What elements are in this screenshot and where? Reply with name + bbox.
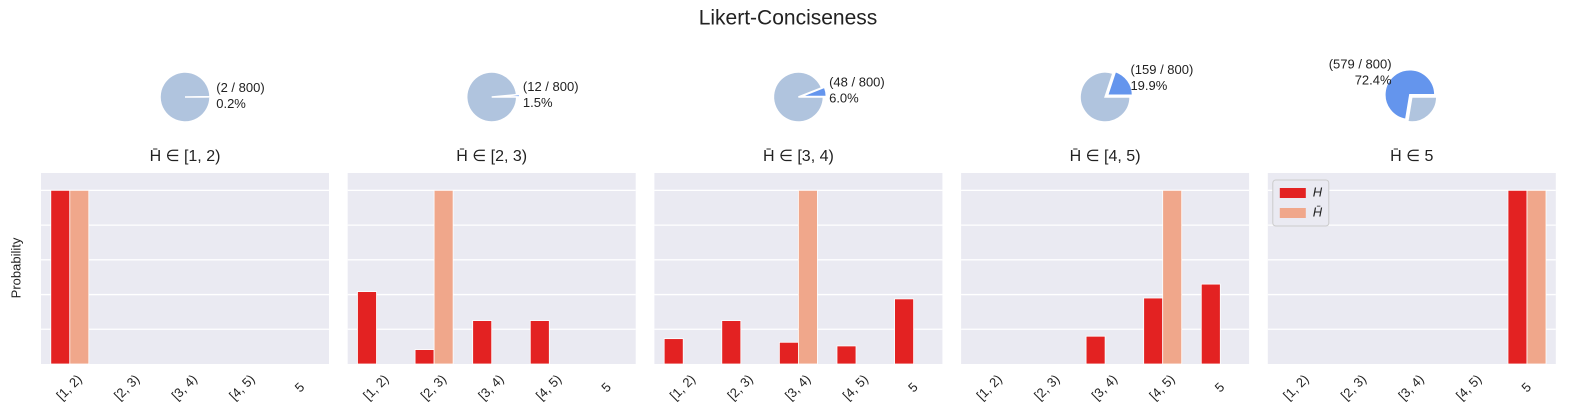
bar — [798, 189, 818, 365]
bar — [50, 189, 71, 365]
pie-slice — [159, 71, 211, 123]
pie-percent-label: 0.2% — [216, 96, 246, 111]
x-tick-label: 5 — [598, 379, 614, 395]
x-tick-label: 5 — [292, 379, 308, 395]
bar — [472, 320, 493, 365]
y-axis-label: Probability — [8, 237, 23, 298]
pie-count-label: (159 / 800) — [1130, 62, 1193, 77]
x-tick-label: [1, 2) — [667, 371, 699, 403]
pie-slice — [772, 71, 825, 123]
x-tick-label: [4, 5) — [1453, 371, 1485, 403]
x-tick-label: 5 — [905, 379, 921, 395]
x-tick-label: [1, 2) — [1280, 371, 1312, 403]
pie-slice — [1384, 69, 1436, 121]
bar — [1085, 335, 1106, 365]
x-tick-label: [2, 3) — [1338, 371, 1370, 403]
bar — [1143, 297, 1164, 365]
x-tick-label: 5 — [1212, 379, 1228, 395]
x-tick-label: [3, 4) — [1395, 371, 1427, 403]
bar — [529, 320, 550, 365]
bar — [1162, 189, 1183, 365]
bar — [778, 341, 799, 365]
panel-title: H̄ ∈ [1, 2) — [150, 148, 221, 165]
x-tick-label: [2, 3) — [111, 371, 143, 403]
x-tick-label: 5 — [1518, 379, 1534, 395]
panel-title: H̄ ∈ [3, 4) — [763, 148, 834, 165]
pie-percent-label: 1.5% — [523, 95, 553, 110]
x-tick-label: [3, 4) — [1089, 371, 1121, 403]
x-tick-label: [2, 3) — [1031, 371, 1063, 403]
x-tick-label: [3, 4) — [168, 371, 200, 403]
bar — [1200, 283, 1221, 365]
legend-label: H̄ — [1313, 204, 1323, 219]
legend-swatch — [1279, 188, 1306, 198]
x-tick-label: [2, 3) — [418, 371, 450, 403]
panel-title: H̄ ∈ [2, 3) — [456, 148, 527, 165]
pie-percent-label: 6.0% — [829, 91, 859, 106]
bar — [1507, 189, 1528, 365]
bar — [433, 189, 454, 365]
x-tick-label: [3, 4) — [475, 371, 507, 403]
x-tick-label: [4, 5) — [839, 371, 871, 403]
bar — [1526, 189, 1547, 365]
bar — [663, 338, 684, 365]
x-tick-label: [1, 2) — [53, 371, 85, 403]
bar — [721, 320, 742, 365]
bar — [836, 345, 857, 365]
legend-swatch — [1279, 208, 1306, 218]
x-tick-label: [4, 5) — [533, 371, 565, 403]
legend-label: H — [1313, 184, 1323, 199]
pie-count-label: (48 / 800) — [829, 75, 885, 90]
pie-slice — [1406, 96, 1438, 123]
pie-slice — [465, 71, 518, 123]
pie-count-label: (2 / 800) — [216, 80, 264, 95]
x-tick-label: [1, 2) — [360, 371, 392, 403]
figure-title: Likert-Conciseness — [699, 7, 878, 30]
bar — [894, 298, 914, 365]
x-tick-label: [4, 5) — [226, 371, 258, 403]
pie-count-label: (579 / 800) — [1329, 57, 1392, 72]
pie-slice — [1106, 70, 1134, 96]
pie-count-label: (12 / 800) — [523, 79, 579, 94]
panel-title: H̄ ∈ [4, 5) — [1070, 148, 1141, 165]
bar — [414, 349, 435, 365]
pie-percent-label: 72.4% — [1355, 73, 1392, 88]
x-tick-label: [2, 3) — [724, 371, 756, 403]
pie-slice — [1079, 71, 1131, 123]
bar — [69, 189, 90, 365]
panel-title: H̄ ∈ 5 — [1390, 148, 1433, 165]
pie-percent-label: 19.9% — [1130, 78, 1167, 93]
x-tick-label: [1, 2) — [973, 371, 1005, 403]
bar — [357, 291, 377, 365]
x-tick-label: [4, 5) — [1146, 371, 1178, 403]
x-tick-label: [3, 4) — [782, 371, 814, 403]
